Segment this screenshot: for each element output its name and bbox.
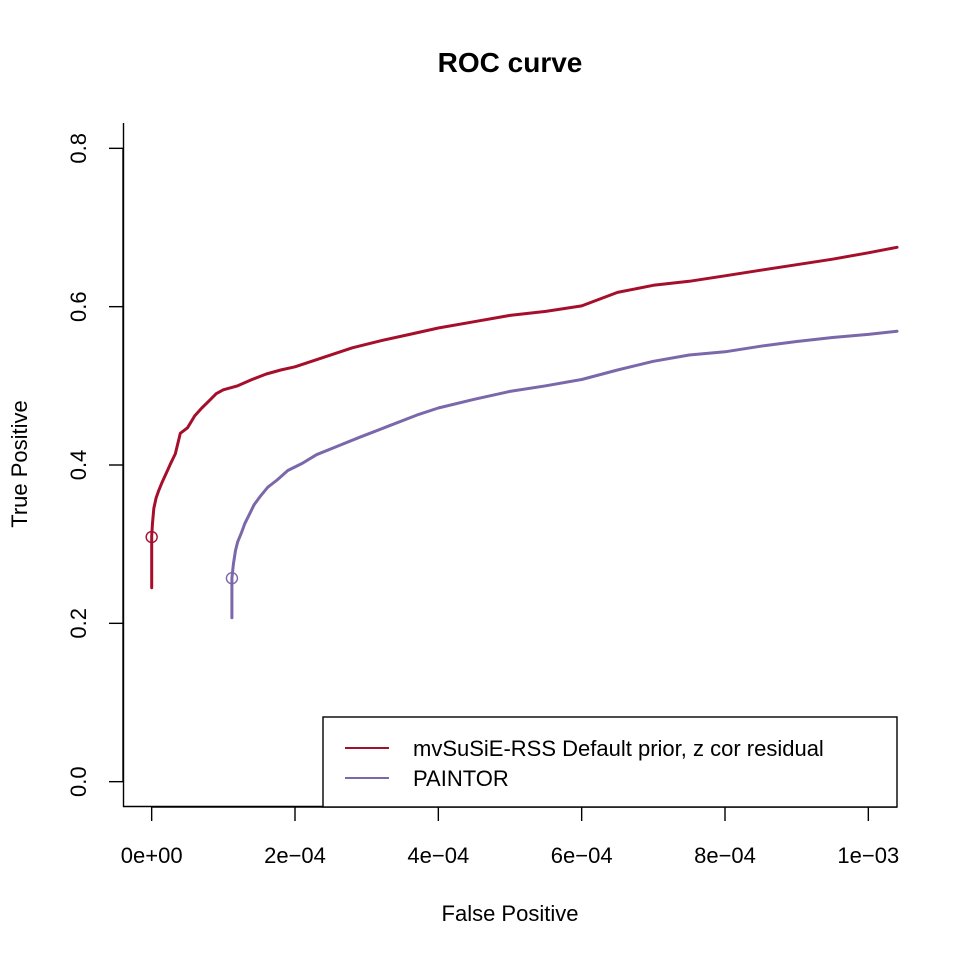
x-tick-label: 2e−04 xyxy=(264,843,326,868)
series-line-1 xyxy=(150,245,899,590)
legend-label-1: mvSuSiE-RSS Default prior, z cor residua… xyxy=(413,736,824,761)
plot-markers xyxy=(145,530,239,585)
plot-lines xyxy=(150,245,899,620)
series-marker-1 xyxy=(145,530,158,544)
x-axis-label: False Positive xyxy=(442,901,579,926)
y-tick-label: 0.2 xyxy=(66,608,91,639)
x-tick-label: 8e−04 xyxy=(694,843,756,868)
x-tick-label: 0e+00 xyxy=(121,843,183,868)
y-axis-label: True Positive xyxy=(7,400,32,528)
series-marker-2 xyxy=(225,572,239,585)
y-tick-label: 0.8 xyxy=(66,133,91,164)
legend-label-2: PAINTOR xyxy=(413,766,509,791)
series-line-2 xyxy=(230,329,899,620)
y-tick-label: 0.6 xyxy=(66,291,91,322)
x-tick-label: 1e−03 xyxy=(837,843,899,868)
y-tick-label: 0.0 xyxy=(66,766,91,797)
chart-title: ROC curve xyxy=(438,47,583,78)
legend: mvSuSiE-RSS Default prior, z cor residua… xyxy=(322,716,898,808)
x-tick-label: 4e−04 xyxy=(407,843,469,868)
x-tick-label: 6e−04 xyxy=(551,843,613,868)
y-tick-label: 0.4 xyxy=(66,450,91,481)
legend-box xyxy=(322,716,898,808)
